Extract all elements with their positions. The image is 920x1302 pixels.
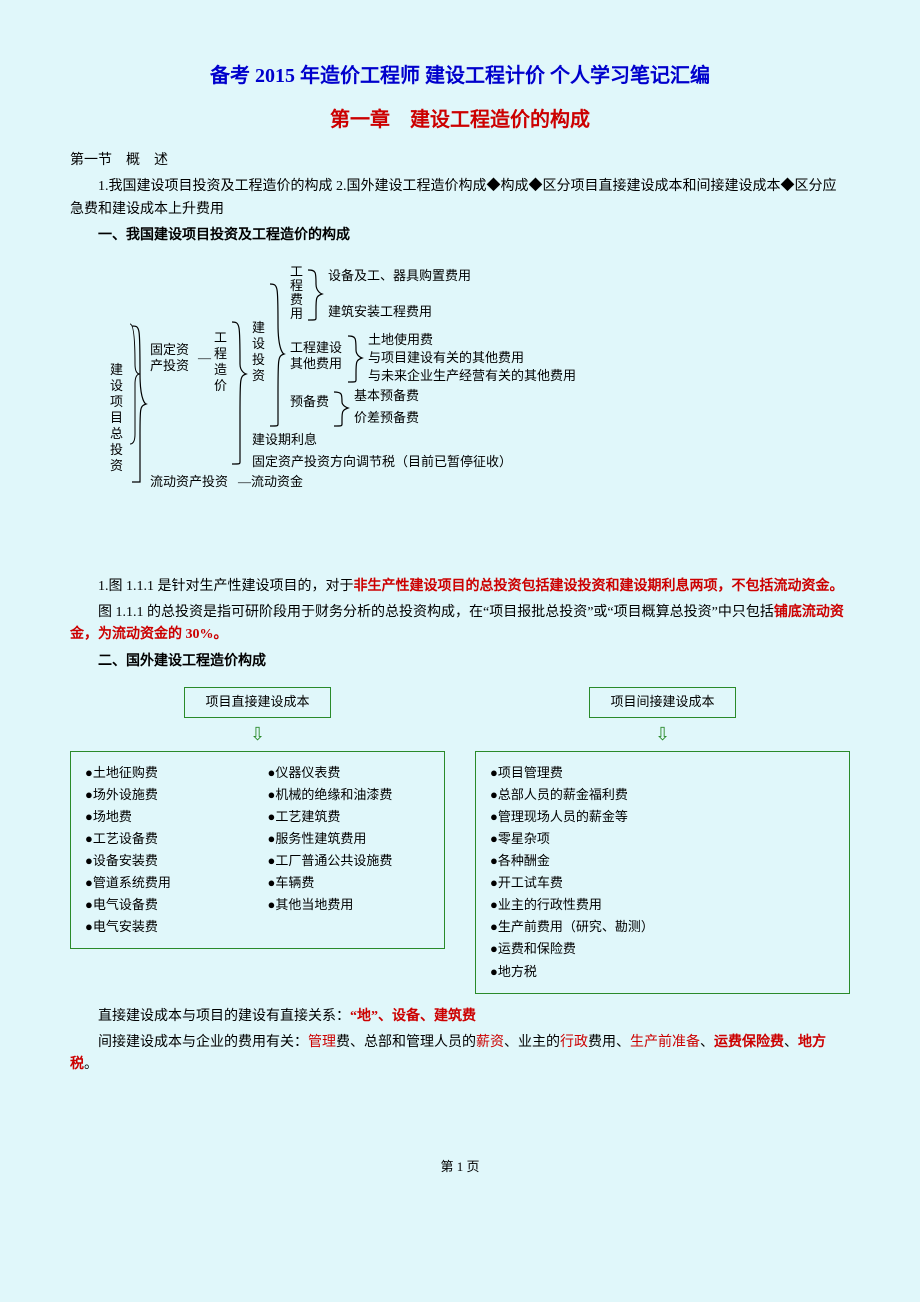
tree-n1: 固定资产投资 bbox=[150, 342, 189, 373]
direct-cost-box: ●土地征购费 ●场外设施费 ●场地费 ●工艺设备费 ●设备安装费 ●管道系统费用… bbox=[70, 751, 445, 950]
tree-dash: — bbox=[197, 350, 212, 365]
p3-t4: 费用、 bbox=[588, 1035, 630, 1050]
list-item: ●项目管理费 bbox=[490, 762, 835, 784]
list-item: ●场地费 bbox=[85, 806, 248, 828]
p1b-pre: 图 1.1.1 的总投资是指可研阶段用于财务分析的总投资构成，在“项目报批总投资… bbox=[98, 605, 774, 620]
indirect-cost-box: ●项目管理费 ●总部人员的薪金福利费 ●管理现场人员的薪金等 ●零星杂项 ●各种… bbox=[475, 751, 850, 994]
tree-c3: 预备费 bbox=[290, 394, 329, 409]
down-arrow-icon: ⇩ bbox=[250, 720, 265, 749]
tree-c2: 工程建设其他费用 bbox=[290, 340, 342, 371]
tree-b2: 建设期利息 bbox=[252, 432, 317, 447]
p3-t1: 间接建设成本与企业的费用有关： bbox=[98, 1035, 308, 1050]
direct-right-list: ●仪器仪表费 ●机械的绝缘和油漆费 ●工艺建筑费 ●服务性建筑费用 ●工厂普通公… bbox=[268, 762, 431, 939]
para-1: 1.图 1.1.1 是针对生产性建设项目的，对于非生产性建设项目的总投资包括建设… bbox=[70, 576, 850, 598]
list-item: ●服务性建筑费用 bbox=[268, 828, 431, 850]
tree-c2c: 与未来企业生产经营有关的其他费用 bbox=[368, 368, 576, 383]
tree-c1a: 设备及工、器具购置费用 bbox=[328, 268, 471, 283]
p3-r2: 薪资 bbox=[476, 1035, 504, 1050]
direct-cost-header: 项目直接建设成本 bbox=[184, 687, 330, 718]
investment-tree-diagram: 建设项目总投资 { 固定资产投资 — 工程造价 流动资产投资 —流动资金 建设投… bbox=[110, 264, 850, 564]
direct-left-list: ●土地征购费 ●场外设施费 ●场地费 ●工艺设备费 ●设备安装费 ●管道系统费用… bbox=[85, 762, 248, 939]
list-item: ●总部人员的薪金福利费 bbox=[490, 784, 835, 806]
para-2: 直接建设成本与项目的建设有直接关系：“地”、设备、建筑费 bbox=[70, 1006, 850, 1028]
list-item: ●工艺设备费 bbox=[85, 828, 248, 850]
para-1b: 图 1.1.1 的总投资是指可研阶段用于财务分析的总投资构成，在“项目报批总投资… bbox=[70, 602, 850, 647]
list-item: ●机械的绝缘和油漆费 bbox=[268, 784, 431, 806]
list-item: ●业主的行政性费用 bbox=[490, 894, 835, 916]
indirect-cost-header: 项目间接建设成本 bbox=[589, 687, 735, 718]
list-item: ●土地征购费 bbox=[85, 762, 248, 784]
page-footer: 第 1 页 bbox=[70, 1157, 850, 1178]
p3-t5: 、 bbox=[700, 1035, 714, 1050]
p3-r4: 生产前准备 bbox=[630, 1035, 700, 1050]
list-item: ●工艺建筑费 bbox=[268, 806, 431, 828]
list-item: ●各种酬金 bbox=[490, 850, 835, 872]
p3-t2: 费、总部和管理人员的 bbox=[336, 1035, 476, 1050]
intro-para: 1.我国建设项目投资及工程造价的构成 2.国外建设工程造价构成◆构成◆区分项目直… bbox=[70, 176, 850, 221]
tree-n1b: 工程造价 bbox=[214, 330, 227, 393]
list-item: ●其他当地费用 bbox=[268, 894, 431, 916]
main-title: 备考 2015 年造价工程师 建设工程计价 个人学习笔记汇编 bbox=[70, 60, 850, 92]
p3-t6: 、 bbox=[784, 1035, 798, 1050]
tree-c1: 工程费用 bbox=[290, 264, 303, 321]
tree-c2b: 与项目建设有关的其他费用 bbox=[368, 350, 524, 365]
direct-cost-col: 项目直接建设成本 ⇩ ●土地征购费 ●场外设施费 ●场地费 ●工艺设备费 ●设备… bbox=[70, 687, 445, 994]
p2-red: “地”、设备、建筑费 bbox=[350, 1009, 476, 1024]
indirect-cost-col: 项目间接建设成本 ⇩ ●项目管理费 ●总部人员的薪金福利费 ●管理现场人员的薪金… bbox=[475, 687, 850, 994]
intro-text: 1.我国建设项目投资及工程造价的构成 2.国外建设工程造价构成◆构成◆区分项目直… bbox=[70, 179, 837, 216]
list-item: ●管道系统费用 bbox=[85, 872, 248, 894]
list-item: ●仪器仪表费 bbox=[268, 762, 431, 784]
list-item: ●地方税 bbox=[490, 961, 835, 983]
tree-c3b: 价差预备费 bbox=[354, 410, 419, 425]
list-item: ●零星杂项 bbox=[490, 828, 835, 850]
tree-n2: 流动资产投资 bbox=[150, 474, 228, 489]
list-item: ●运费和保险费 bbox=[490, 938, 835, 960]
list-item: ●工厂普通公共设施费 bbox=[268, 850, 431, 872]
list-item: ●电气设备费 bbox=[85, 894, 248, 916]
list-item: ●场外设施费 bbox=[85, 784, 248, 806]
p3-t3: 、业主的 bbox=[504, 1035, 560, 1050]
tree-c3a: 基本预备费 bbox=[354, 388, 419, 403]
p2-pre: 直接建设成本与项目的建设有直接关系： bbox=[98, 1009, 350, 1024]
tree-c2a: 土地使用费 bbox=[368, 332, 433, 347]
tree-b3: 固定资产投资方向调节税（目前已暂停征收） bbox=[252, 454, 512, 469]
para-3: 间接建设成本与企业的费用有关：管理费、总部和管理人员的薪资、业主的行政费用、生产… bbox=[70, 1032, 850, 1077]
list-item: ●生产前费用（研究、勘测） bbox=[490, 916, 835, 938]
section-label: 第一节 概 述 bbox=[70, 150, 850, 172]
list-item: ●车辆费 bbox=[268, 872, 431, 894]
p3-r1: 管理 bbox=[308, 1035, 336, 1050]
heading-2: 二、国外建设工程造价构成 bbox=[70, 651, 850, 673]
cost-comparison: 项目直接建设成本 ⇩ ●土地征购费 ●场外设施费 ●场地费 ●工艺设备费 ●设备… bbox=[70, 687, 850, 994]
p3-r5: 运费保险费 bbox=[714, 1035, 784, 1050]
p3-r3: 行政 bbox=[560, 1035, 588, 1050]
list-item: ●管理现场人员的薪金等 bbox=[490, 806, 835, 828]
tree-c1b: 建筑安装工程费用 bbox=[328, 304, 432, 319]
p1-red: 非生产性建设项目的总投资包括建设投资和建设期利息两项，不包括流动资金。 bbox=[354, 579, 844, 594]
list-item: ●开工试车费 bbox=[490, 872, 835, 894]
list-item: ●设备安装费 bbox=[85, 850, 248, 872]
tree-n2-sub: —流动资金 bbox=[237, 474, 303, 489]
heading-1: 一、我国建设项目投资及工程造价的构成 bbox=[70, 225, 850, 247]
list-item: ●电气安装费 bbox=[85, 916, 248, 938]
p1-pre: 1.图 1.1.1 是针对生产性建设项目的，对于 bbox=[98, 579, 354, 594]
tree-b1: 建设投资 bbox=[252, 320, 265, 383]
down-arrow-icon: ⇩ bbox=[655, 720, 670, 749]
chapter-title: 第一章 建设工程造价的构成 bbox=[70, 104, 850, 136]
tree-root: 建设项目总投资 bbox=[110, 362, 123, 473]
p3-t7: 。 bbox=[84, 1057, 98, 1072]
